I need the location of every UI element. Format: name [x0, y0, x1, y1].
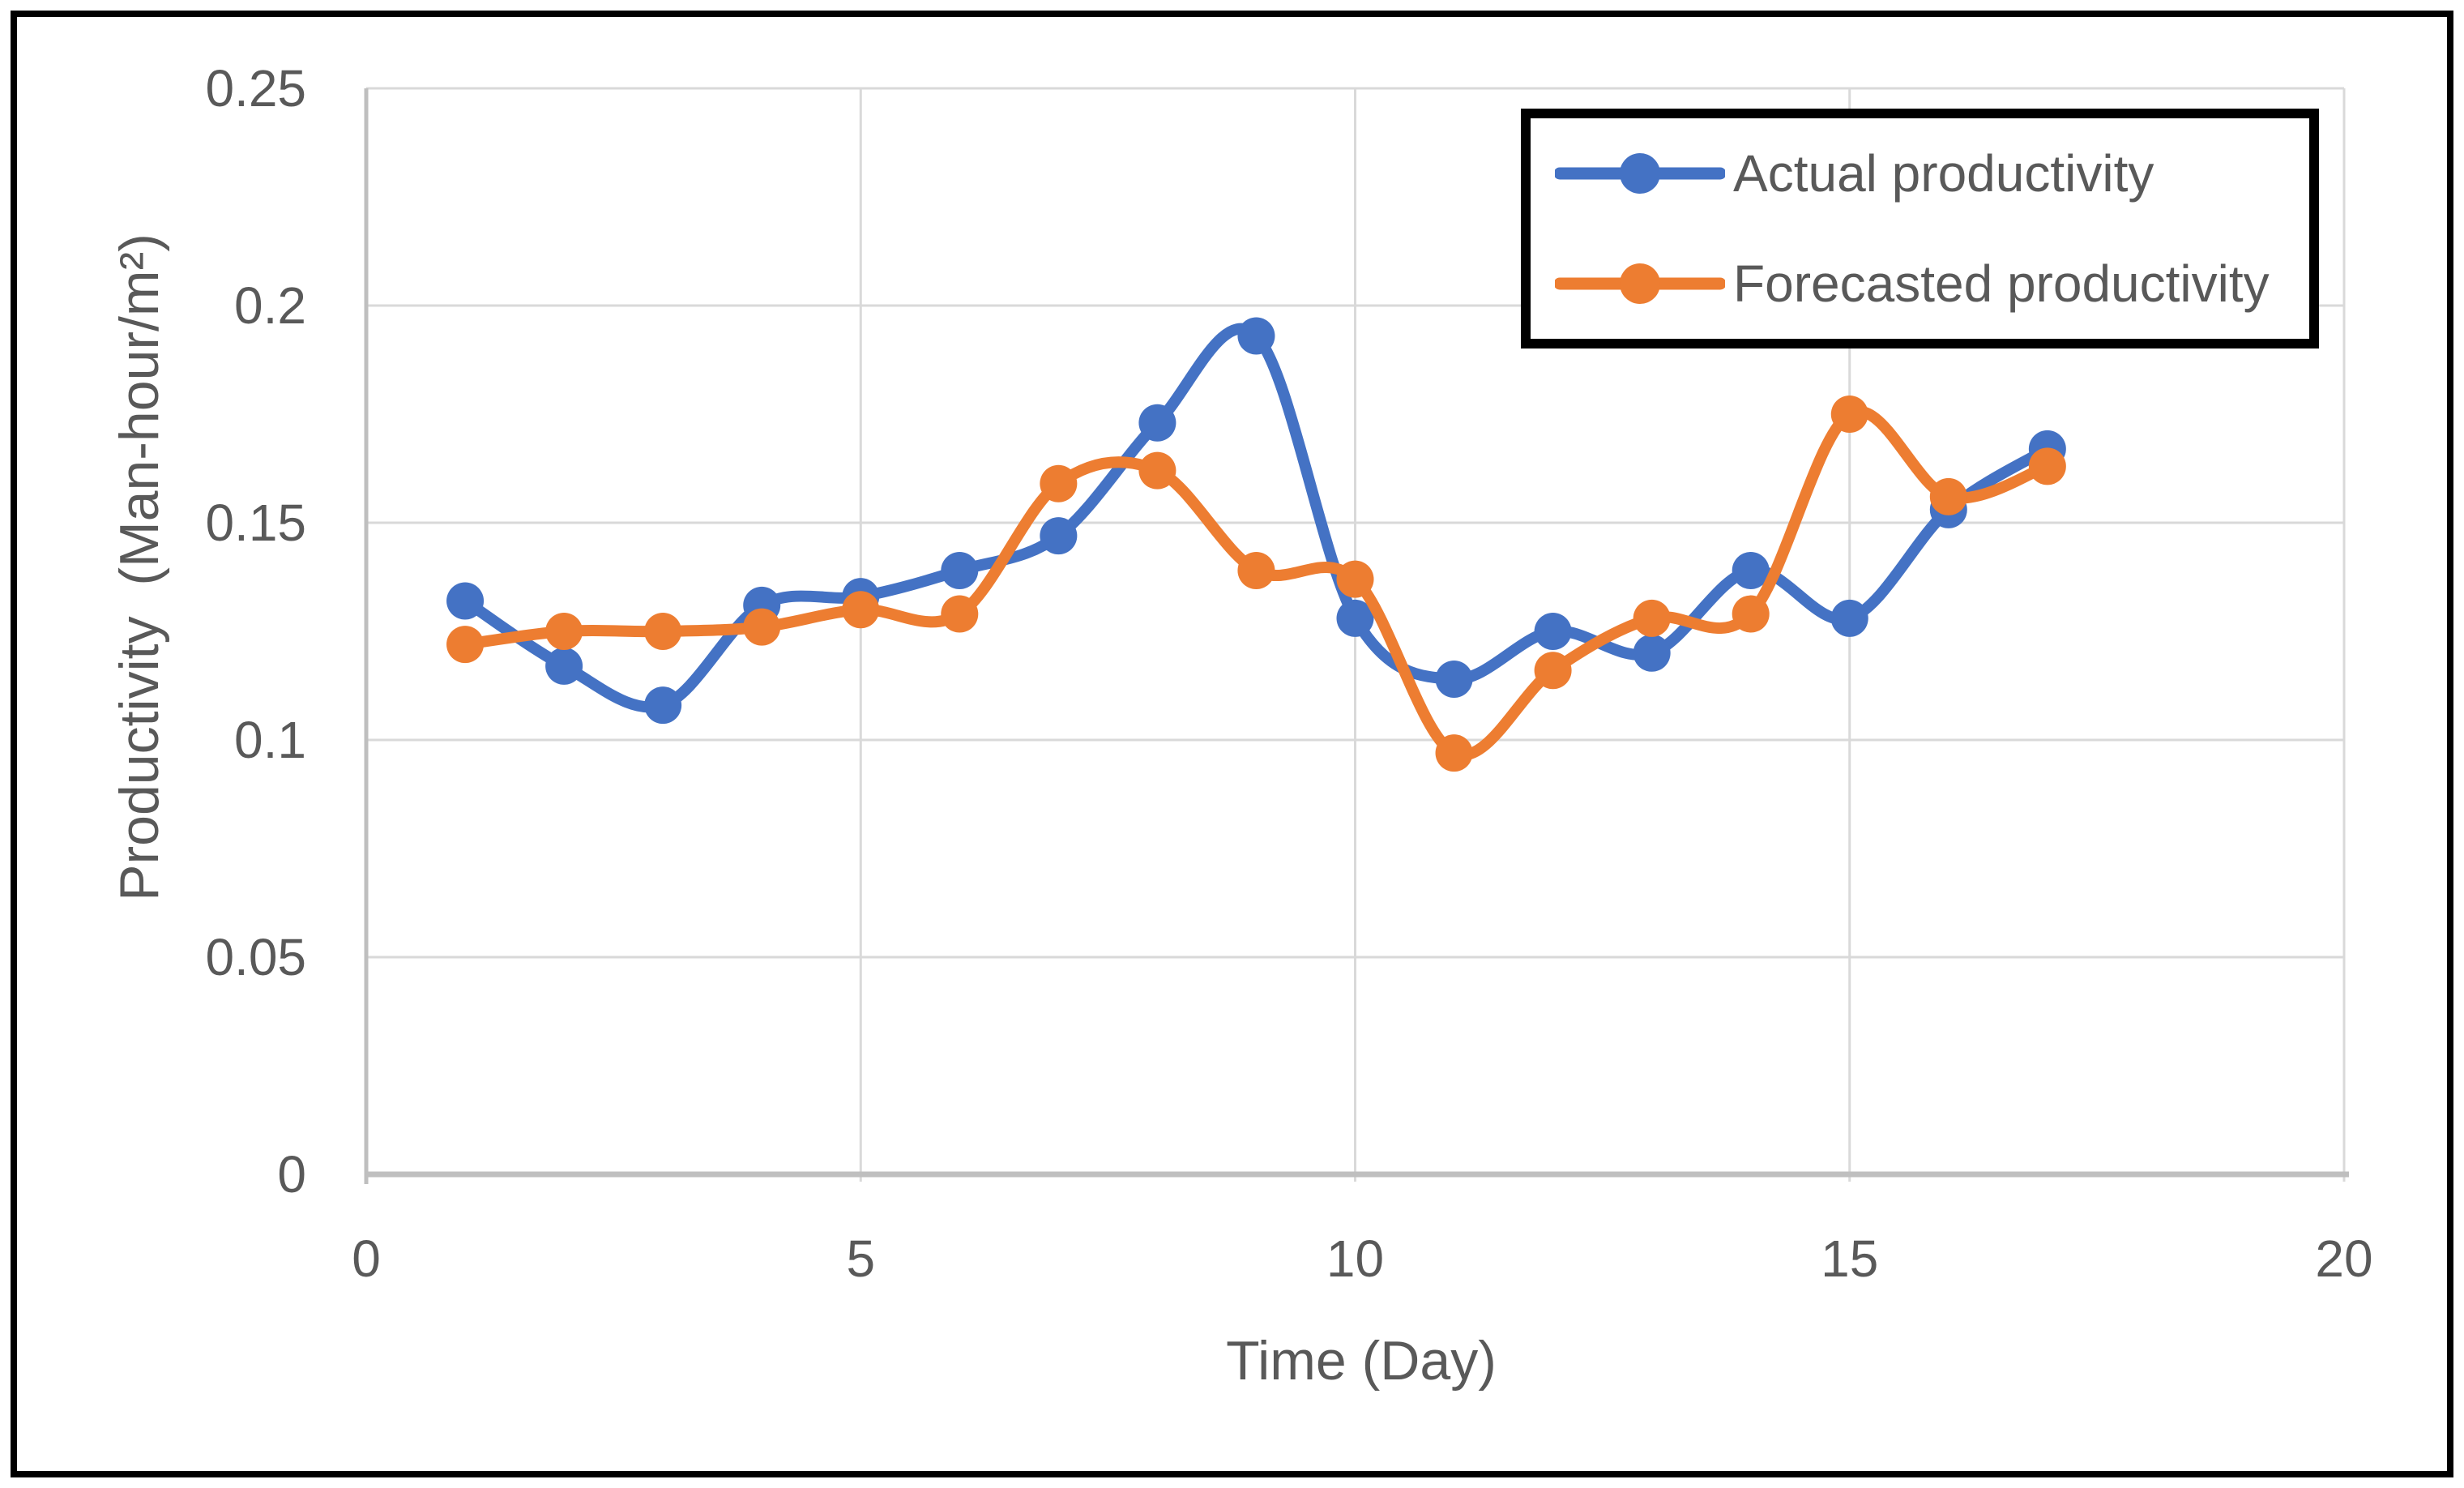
data-point-series-1	[1633, 599, 1671, 637]
x-tick-label: 20	[2315, 1229, 2372, 1288]
data-point-series-0	[545, 647, 583, 685]
data-point-series-1	[842, 591, 880, 629]
data-point-series-0	[1830, 599, 1868, 637]
y-tick-label: 0.1	[234, 711, 306, 769]
legend-marker-actual-icon	[1555, 153, 1725, 194]
data-point-series-1	[1336, 560, 1374, 598]
data-point-series-1	[545, 613, 583, 650]
data-point-series-0	[1040, 517, 1078, 555]
y-tick-label: 0	[277, 1145, 306, 1204]
series-line-0	[459, 323, 2053, 713]
data-point-series-0	[446, 582, 485, 620]
y-tick-label: 0.25	[205, 59, 306, 118]
data-point-series-1	[1732, 595, 1770, 633]
data-point-series-0	[1435, 660, 1473, 698]
data-point-series-1	[1138, 451, 1176, 490]
data-point-series-0	[1336, 599, 1374, 637]
legend-label-actual: Actual productivity	[1733, 144, 2154, 203]
x-tick-label: 5	[846, 1229, 875, 1288]
x-tick-label: 10	[1326, 1229, 1384, 1288]
legend-label-forecasted: Forecasted productivity	[1733, 254, 2270, 313]
data-point-series-1	[1830, 396, 1868, 433]
legend-item-forecasted: Forecasted productivity	[1555, 254, 2309, 314]
legend-marker-forecasted-icon	[1555, 263, 1725, 304]
x-tick-label: 15	[1821, 1229, 1878, 1288]
data-point-series-0	[1138, 404, 1176, 442]
x-tick-label: 0	[352, 1229, 381, 1288]
legend-item-actual: Actual productivity	[1555, 143, 2309, 203]
data-point-series-1	[743, 608, 781, 646]
y-axis-title: Productivity (Man-hour/m²)	[109, 233, 170, 901]
data-point-series-1	[2028, 447, 2066, 485]
y-tick-label: 0.15	[205, 494, 306, 552]
data-point-series-0	[1237, 317, 1275, 355]
data-point-series-1	[644, 613, 682, 650]
data-point-series-1	[446, 626, 485, 664]
y-tick-label: 0.05	[205, 928, 306, 986]
data-point-series-0	[941, 551, 979, 589]
data-point-series-1	[941, 595, 979, 633]
data-point-series-1	[1040, 464, 1078, 502]
data-point-series-1	[1534, 652, 1572, 690]
data-point-series-0	[1732, 551, 1770, 589]
legend: Actual productivity Forecasted productiv…	[1521, 109, 2319, 348]
data-point-series-1	[1435, 734, 1473, 772]
data-point-series-0	[644, 686, 682, 725]
data-point-series-0	[1633, 634, 1671, 672]
data-point-series-1	[1929, 477, 1967, 515]
y-tick-label: 0.2	[234, 276, 306, 335]
data-point-series-0	[1534, 613, 1572, 650]
data-point-series-1	[1237, 551, 1275, 589]
x-axis-title: Time (Day)	[1226, 1330, 1497, 1392]
